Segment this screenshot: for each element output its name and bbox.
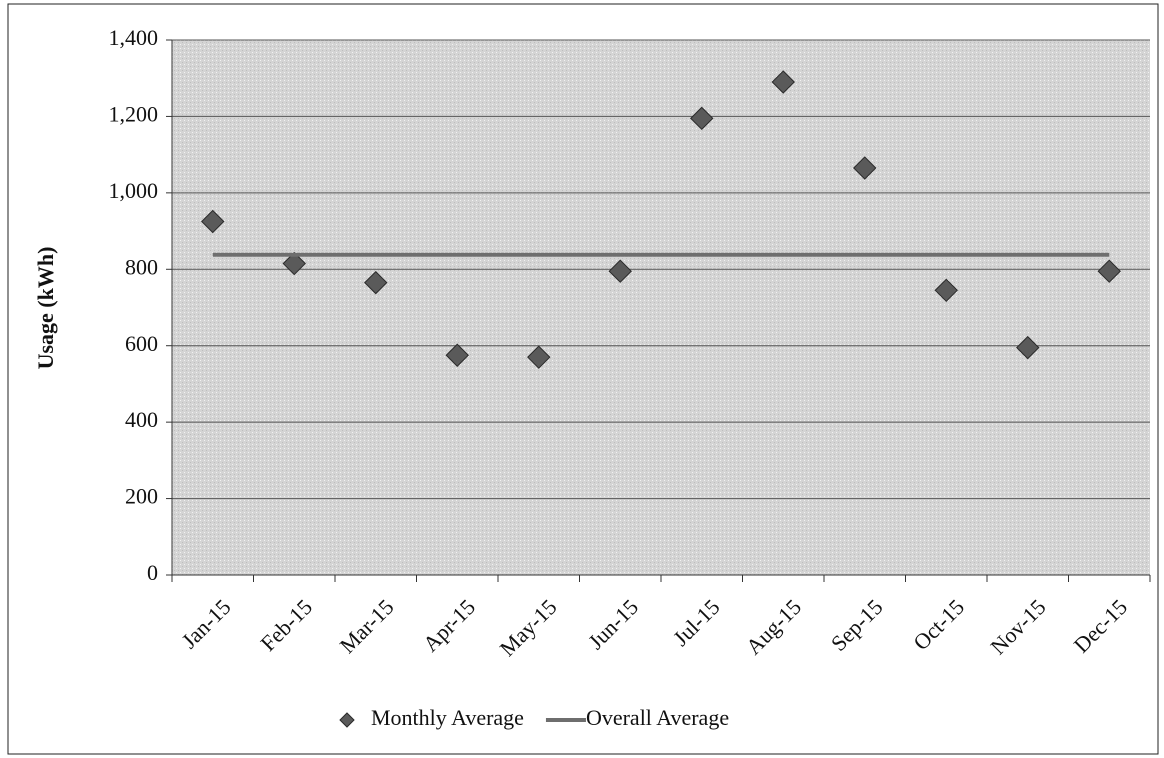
data-point xyxy=(201,209,225,234)
y-tick-label: 1,400 xyxy=(109,25,159,50)
y-tick-label: 200 xyxy=(125,484,158,509)
plot-area xyxy=(172,40,1150,575)
y-axis-title: Usage (kWh) xyxy=(33,247,58,370)
x-tick-label: Jul-15 xyxy=(668,594,725,651)
x-tick-label: Mar-15 xyxy=(335,594,399,658)
x-tick-label: Jan-15 xyxy=(176,594,235,653)
data-point xyxy=(690,106,714,131)
data-point xyxy=(771,70,795,94)
y-tick-label: 1,000 xyxy=(109,178,159,203)
legend-label: Monthly Average xyxy=(371,705,524,730)
y-tick-label: 600 xyxy=(125,331,158,356)
x-tick-label: May-15 xyxy=(495,594,562,661)
legend-marker xyxy=(339,712,355,728)
data-point xyxy=(1097,259,1121,283)
x-tick-label: Nov-15 xyxy=(985,594,1050,659)
data-point xyxy=(527,345,551,369)
y-tick-label: 800 xyxy=(125,254,158,279)
data-point xyxy=(1016,335,1040,360)
y-tick-label: 1,200 xyxy=(109,101,159,126)
data-point xyxy=(853,156,877,180)
x-tick-label: Dec-15 xyxy=(1069,594,1132,657)
y-tick-label: 400 xyxy=(125,407,158,432)
data-point xyxy=(934,278,958,303)
x-tick-label: Aug-15 xyxy=(741,594,806,659)
legend-label: Overall Average xyxy=(586,705,729,730)
data-point xyxy=(282,251,306,276)
x-tick-label: Sep-15 xyxy=(826,594,888,656)
data-point xyxy=(364,270,388,295)
y-tick-label: 0 xyxy=(147,560,158,585)
x-tick-label: Oct-15 xyxy=(908,594,969,655)
data-point xyxy=(445,343,469,367)
x-tick-label: Apr-15 xyxy=(418,594,480,656)
x-tick-label: Feb-15 xyxy=(255,594,317,656)
x-tick-label: Jun-15 xyxy=(583,594,643,654)
chart-frame xyxy=(7,3,1159,755)
data-point xyxy=(608,259,632,283)
